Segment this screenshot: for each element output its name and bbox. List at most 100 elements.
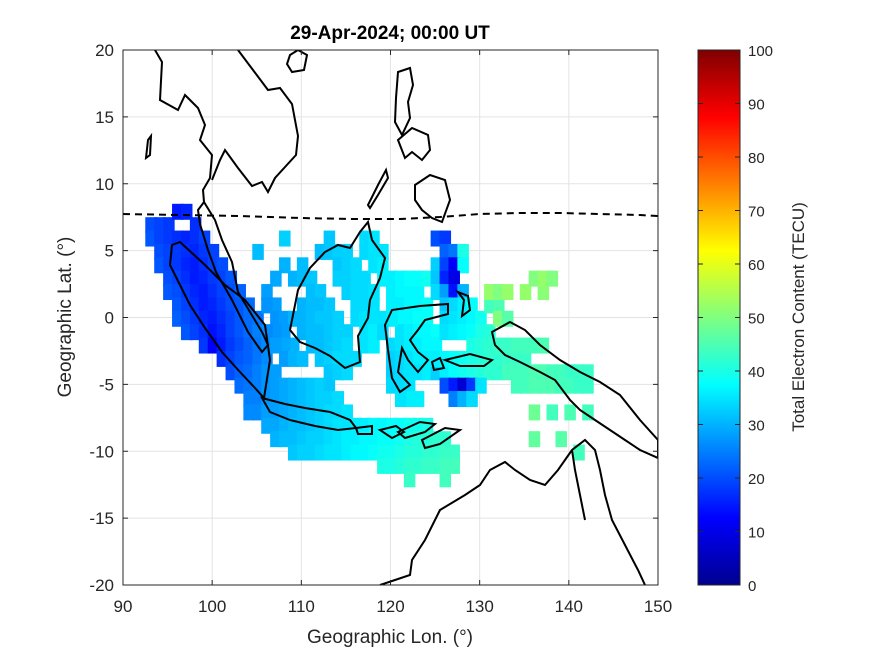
tec-cell xyxy=(189,284,202,301)
tec-cell xyxy=(350,417,362,434)
tec-cell xyxy=(145,217,157,234)
tec-cell xyxy=(323,391,336,408)
tec-cell xyxy=(341,431,353,448)
tec-cell xyxy=(421,337,434,354)
tec-cell xyxy=(296,270,309,287)
tec-cell xyxy=(555,364,567,381)
tec-cell xyxy=(501,284,514,301)
tec-cell xyxy=(198,297,211,314)
tec-cell xyxy=(350,310,362,327)
tec-cell xyxy=(305,310,318,327)
tec-cell xyxy=(287,444,300,461)
tec-cell xyxy=(457,350,469,367)
tec-cell xyxy=(314,404,327,421)
y-tick-label: 5 xyxy=(105,242,114,261)
tec-cell xyxy=(216,350,229,367)
tec-cell xyxy=(287,431,300,448)
tec-cell xyxy=(403,444,416,461)
tec-cell xyxy=(234,284,246,301)
tec-cell xyxy=(207,337,220,354)
colorbar-tick-label: 10 xyxy=(748,525,765,542)
tec-cell xyxy=(234,324,246,341)
tec-cell xyxy=(332,364,345,381)
tec-cell xyxy=(332,417,345,434)
tec-cell xyxy=(216,284,229,301)
tec-cell xyxy=(279,377,291,394)
tec-cell xyxy=(475,337,487,354)
tec-cell xyxy=(279,257,291,274)
tec-cell xyxy=(314,431,327,448)
tec-cell xyxy=(448,297,460,314)
y-tick-label: 10 xyxy=(95,175,114,194)
x-tick-label: 150 xyxy=(644,597,672,616)
tec-cell xyxy=(216,297,229,314)
tec-cell xyxy=(546,364,559,381)
tec-cell xyxy=(279,350,291,367)
tec-cell xyxy=(394,444,407,461)
tec-cell xyxy=(252,350,264,367)
y-axis-ticks: -20 -15 -10 -5 0 5 10 15 20 xyxy=(89,41,658,595)
tec-cell xyxy=(243,364,255,381)
tec-cell xyxy=(180,284,193,301)
tec-cell xyxy=(564,364,576,381)
tec-cell xyxy=(421,417,434,434)
tec-cell xyxy=(332,444,345,461)
tec-cell xyxy=(475,310,487,327)
colorbar-ticks: 0 10 20 30 40 50 60 70 80 90 100 xyxy=(698,43,773,595)
tec-cell xyxy=(261,297,273,314)
tec-cell xyxy=(484,324,496,341)
tec-cell xyxy=(198,310,211,327)
tec-cell xyxy=(546,377,559,394)
tec-cell xyxy=(430,431,443,448)
coastline-timor xyxy=(420,426,463,450)
tec-cell xyxy=(323,243,336,260)
tec-cell xyxy=(341,364,353,381)
tec-cell xyxy=(332,337,345,354)
tec-cell xyxy=(439,377,452,394)
tec-cell xyxy=(234,297,246,314)
tec-cell xyxy=(287,391,300,408)
tec-cell xyxy=(261,350,273,367)
tec-cell xyxy=(252,364,264,381)
tec-cell xyxy=(279,391,291,408)
tec-cell xyxy=(216,324,229,341)
tec-cell xyxy=(582,364,594,381)
tec-cell xyxy=(403,297,416,314)
tec-cell xyxy=(332,350,345,367)
tec-cell xyxy=(466,337,478,354)
tec-cell xyxy=(261,377,273,394)
tec-cell xyxy=(225,284,238,301)
tec-cell xyxy=(528,377,541,394)
coastline-lesser-sunda-3 xyxy=(396,420,438,440)
coastline-philippines-visayas xyxy=(396,126,432,162)
tec-cell xyxy=(350,257,362,274)
tec-cell xyxy=(252,324,264,341)
tec-cell xyxy=(466,391,478,408)
tec-cell xyxy=(279,337,291,354)
tec-cell xyxy=(305,391,318,408)
tec-cell xyxy=(439,257,452,274)
tec-cell xyxy=(412,310,425,327)
tec-cell xyxy=(430,284,443,301)
tec-cell xyxy=(163,230,175,247)
tec-cell xyxy=(172,310,184,327)
colorbar-tick-label: 20 xyxy=(748,471,765,488)
tec-cell xyxy=(403,391,416,408)
tec-cell xyxy=(180,310,193,327)
tec-cell xyxy=(412,444,425,461)
tec-cell xyxy=(457,391,469,408)
tec-cell xyxy=(180,243,193,260)
tec-cell xyxy=(296,444,309,461)
tec-cell xyxy=(323,377,336,394)
tec-cell xyxy=(323,337,336,354)
tec-cell xyxy=(484,364,496,381)
tec-cell xyxy=(573,377,585,394)
plot-area: 90 100 110 120 130 140 150 -20 -15 -10 -5 0 5 10 15 20 xyxy=(89,41,672,616)
tec-cell xyxy=(305,444,318,461)
tec-cell xyxy=(510,350,523,367)
tec-cell xyxy=(332,431,345,448)
tec-cell xyxy=(234,350,246,367)
tec-cell xyxy=(430,270,443,287)
tec-cell xyxy=(394,284,407,301)
tec-cell xyxy=(484,284,496,301)
